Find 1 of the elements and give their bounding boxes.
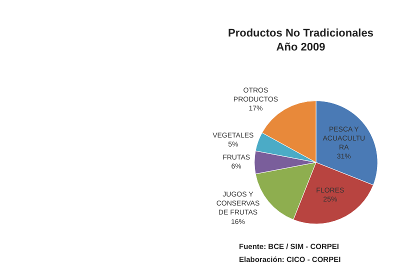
chart-title: Productos No Tradicionales Año 2009 [228, 27, 374, 54]
